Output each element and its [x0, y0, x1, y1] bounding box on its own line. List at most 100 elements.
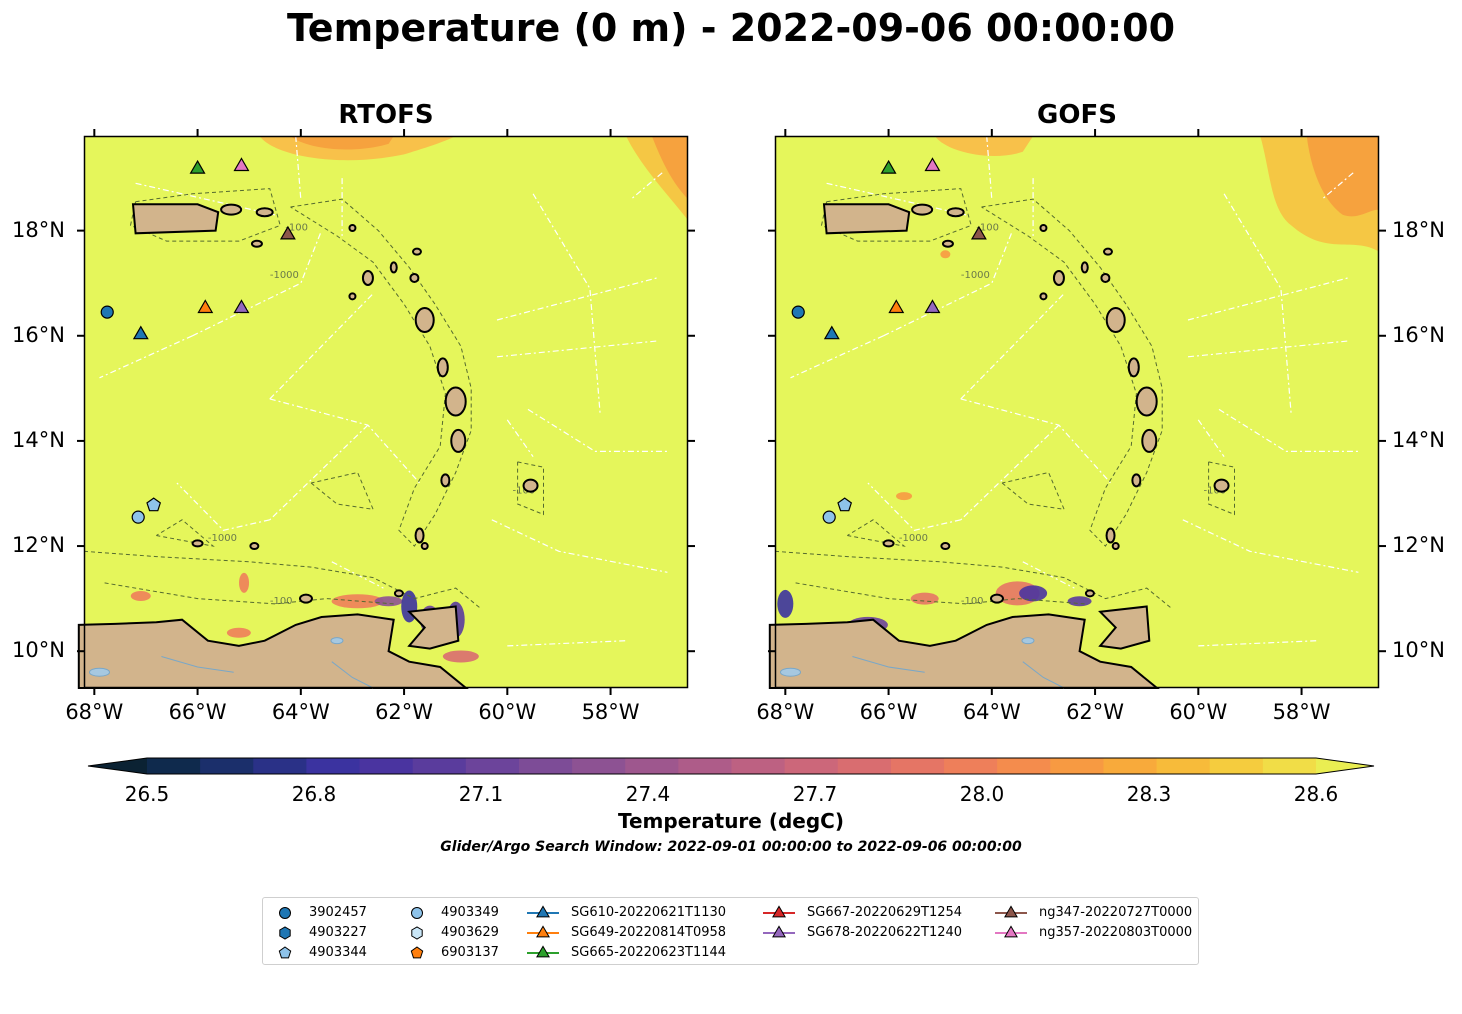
- platform-3902457: [791, 305, 805, 319]
- map-frame: [83, 135, 689, 689]
- legend-marker-icon: [411, 907, 423, 919]
- island: [1100, 272, 1111, 283]
- legend-label: SG610-20220621T1130: [571, 905, 727, 920]
- legend-marker-icon: [527, 945, 559, 958]
- island: [1131, 473, 1142, 488]
- puerto-rico-island: [822, 203, 911, 235]
- island: [393, 589, 404, 598]
- colorbar-segment: [1209, 758, 1264, 774]
- legend-marker-icon: [763, 905, 795, 918]
- tick-marks: [768, 129, 1386, 695]
- warm-anomaly-patches: [259, 136, 688, 221]
- gofs-panel-title: GOFS: [1037, 100, 1117, 130]
- island: [409, 272, 420, 283]
- colorbar-extend-min: [88, 758, 147, 774]
- island: [1084, 589, 1095, 598]
- map-frame: [774, 135, 1380, 689]
- lon-tick-label: 60°W: [1169, 700, 1228, 724]
- platform-markers: [100, 157, 296, 524]
- colorbar-tick-label: 26.8: [291, 782, 337, 806]
- eez-boundaries: [99, 135, 668, 647]
- platform-SG678-20220622T1240: [233, 299, 250, 314]
- platform-SG649-20220814T0958: [197, 299, 214, 314]
- legend-label: ng357-20220803T0000: [1039, 925, 1193, 940]
- landmasses: [77, 203, 539, 689]
- legend: 3902457 4903227 4903344 4903349 4903629 69031…: [262, 897, 1199, 965]
- colorbar: [84, 752, 1378, 786]
- island: [1105, 307, 1126, 333]
- island: [1105, 527, 1116, 544]
- island: [436, 357, 449, 378]
- island: [911, 203, 934, 216]
- island: [220, 203, 243, 216]
- island: [1080, 261, 1089, 274]
- platform-SG610-20220621T1130: [823, 325, 840, 340]
- island: [882, 539, 895, 548]
- island: [191, 539, 204, 548]
- lon-tick-label: 62°W: [375, 700, 434, 724]
- trinidad-island: [407, 605, 460, 650]
- puerto-rico-island: [131, 203, 220, 235]
- island: [414, 307, 435, 333]
- contour-label: -100: [270, 596, 293, 607]
- legend-label: 3902457: [309, 905, 367, 920]
- colorbar-tick-label: 27.7: [792, 782, 838, 806]
- legend-label: 6903137: [441, 945, 499, 960]
- inland-water: [779, 637, 1065, 689]
- island: [411, 247, 422, 256]
- legend-marker-icon: [995, 905, 1027, 918]
- colorbar-tick-label: 27.4: [625, 782, 671, 806]
- colorbar-segment: [890, 758, 945, 774]
- island: [1039, 224, 1048, 232]
- legend-marker-icon: [411, 926, 423, 940]
- lat-tick-label: 10°N: [12, 638, 65, 663]
- platform-ng357-20220803T0000: [924, 157, 941, 172]
- colorbar-segment: [253, 758, 307, 774]
- island: [420, 542, 429, 551]
- inland-water: [88, 637, 374, 689]
- colorbar-segment: [1050, 758, 1104, 774]
- island: [522, 478, 539, 493]
- eez-boundaries: [790, 135, 1359, 647]
- landmasses: [768, 203, 1230, 689]
- colorbar-segment: [572, 758, 626, 774]
- island: [940, 542, 951, 551]
- island: [440, 473, 451, 488]
- lon-tick-label: 64°W: [271, 700, 330, 724]
- colorbar-tick-label: 28.0: [959, 782, 1005, 806]
- south-america-land: [768, 613, 1160, 689]
- island: [250, 239, 263, 248]
- tick-marks: [77, 129, 695, 695]
- island: [1111, 542, 1120, 551]
- legend-label: SG667-20220629T1254: [807, 905, 963, 920]
- lat-tick-label: 12°N: [1392, 533, 1445, 558]
- platform-4903344: [146, 497, 162, 512]
- island: [444, 386, 467, 417]
- colorbar-segment: [944, 758, 998, 774]
- contour-label: -1000: [899, 533, 928, 544]
- lon-tick-label: 58°W: [581, 700, 640, 724]
- contour-label: -100: [961, 596, 984, 607]
- colorbar-segment: [731, 758, 786, 774]
- contour-label: -100: [285, 223, 308, 234]
- legend-label: SG678-20220622T1240: [807, 925, 963, 940]
- island: [1213, 478, 1230, 493]
- platform-SG649-20220814T0958: [888, 299, 905, 314]
- legend-label: SG649-20220814T0958: [571, 925, 727, 940]
- island: [1039, 292, 1048, 301]
- colorbar-segment: [1103, 758, 1158, 774]
- legend-label: 4903629: [441, 925, 499, 940]
- lat-tick-label: 16°N: [12, 322, 65, 347]
- island: [255, 207, 274, 218]
- legend-marker-icon: [527, 905, 559, 918]
- lon-tick-label: 66°W: [859, 700, 918, 724]
- legend-label: SG665-20220623T1144: [571, 945, 727, 960]
- legend-label: 4903344: [309, 945, 367, 960]
- colorbar-segment: [625, 758, 679, 774]
- lon-tick-label: 58°W: [1272, 700, 1331, 724]
- island: [249, 542, 260, 551]
- island: [1135, 386, 1158, 417]
- platform-ng357-20220803T0000: [233, 157, 250, 172]
- colorbar-segment: [359, 758, 414, 774]
- colorbar-tick-label: 26.5: [124, 782, 170, 806]
